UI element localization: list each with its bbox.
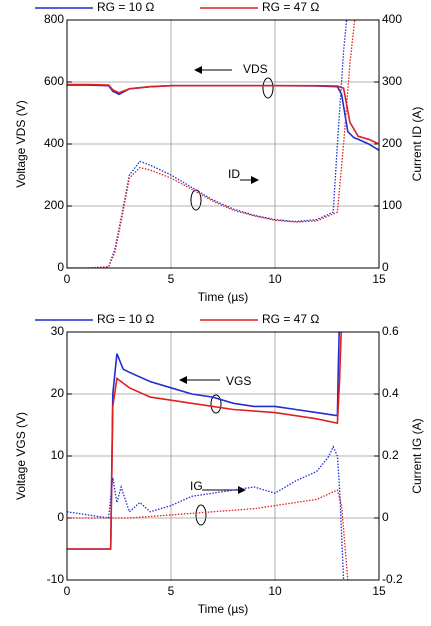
y-tick-label: 0 [57, 510, 64, 524]
x-axis-label: Time (µs) [198, 290, 248, 304]
series-line [67, 20, 356, 268]
plot-frame [66, 331, 380, 581]
y2-tick-label: 0.6 [382, 324, 399, 338]
y2-tick-label: 300 [382, 74, 402, 88]
x-tick-label: 5 [168, 584, 175, 598]
x-tick-label: 5 [168, 272, 175, 286]
plot-lines [67, 20, 379, 268]
y2-tick-label: 400 [382, 12, 402, 26]
series-line [67, 332, 342, 550]
y-tick-label: 10 [51, 448, 65, 462]
y-tick-label: 30 [51, 324, 65, 338]
legend-label: RG = 47 Ω [262, 0, 319, 14]
series-line [67, 20, 348, 268]
x-tick-label: 15 [372, 584, 386, 598]
y2-axis-label: Current ID (A) [410, 107, 424, 182]
series-line [67, 83, 379, 145]
series-line [67, 445, 345, 580]
x-tick-label: 10 [268, 584, 282, 598]
x-tick-label: 15 [372, 272, 386, 286]
y2-tick-label: 0 [382, 510, 389, 524]
y-tick-label: 600 [44, 74, 64, 88]
y-tick-label: 0 [57, 260, 64, 274]
y2-tick-label: 200 [382, 136, 402, 150]
y2-tick-label: -0.2 [382, 572, 403, 586]
y-tick-label: 20 [51, 386, 65, 400]
legend-label: RG = 10 Ω [97, 312, 154, 326]
series-line [67, 332, 340, 550]
y-tick-label: 800 [44, 12, 64, 26]
x-tick-label: 10 [268, 272, 282, 286]
series-line [67, 84, 379, 151]
x-axis-label: Time (µs) [198, 602, 248, 616]
annotation: VGS [226, 374, 251, 388]
y2-tick-label: 0.4 [382, 386, 399, 400]
y2-tick-label: 0.2 [382, 448, 399, 462]
y-tick-label: 200 [44, 198, 64, 212]
annotation: IG [190, 479, 203, 493]
y2-axis-label: Current IG (A) [410, 418, 424, 493]
annotation: VDS [243, 62, 268, 76]
y-axis-label: Voltage VGS (V) [14, 412, 28, 500]
legend-label: RG = 10 Ω [97, 0, 154, 14]
x-tick-label: 0 [64, 584, 71, 598]
annotation: ID [228, 167, 240, 181]
y-tick-label: -10 [47, 572, 65, 586]
plot-lines [67, 332, 349, 580]
y2-tick-label: 100 [382, 198, 402, 212]
x-tick-label: 0 [64, 272, 71, 286]
series-line [67, 489, 349, 580]
y-tick-label: 400 [44, 136, 64, 150]
y-axis-label: Voltage VDS (V) [14, 100, 28, 187]
plot-frame [66, 19, 380, 269]
legend-label: RG = 47 Ω [262, 312, 319, 326]
y2-tick-label: 0 [382, 260, 389, 274]
